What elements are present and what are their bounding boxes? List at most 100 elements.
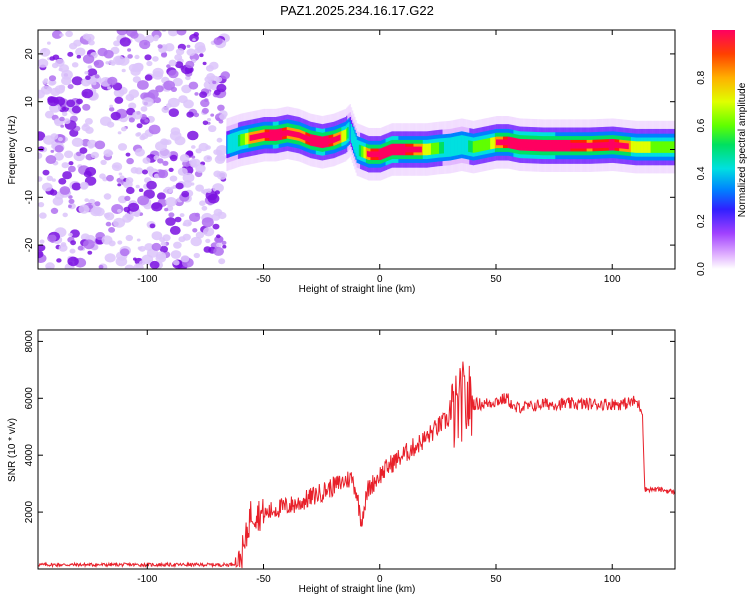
noise-blob [118, 172, 123, 176]
ridge-cell [320, 139, 322, 145]
ridge-cell [413, 146, 415, 153]
ridge-cell [370, 151, 372, 158]
ridge-cell [425, 143, 427, 156]
noise-blob [103, 193, 112, 200]
noise-blob [128, 117, 135, 123]
ridge-cell [472, 141, 475, 153]
ridge-cell [502, 139, 505, 146]
ridge-cell [275, 132, 277, 139]
noise-blob [175, 61, 184, 69]
noise-blob [168, 212, 175, 218]
ridge-cell [255, 133, 257, 140]
ridge-cell [641, 141, 643, 153]
ridge-cell [456, 136, 458, 156]
ridge-cell [233, 132, 235, 152]
noise-blob [199, 91, 208, 98]
ridge-cell [376, 151, 378, 158]
noise-blob [38, 89, 45, 99]
noise-blob [57, 137, 63, 142]
noise-blob [182, 222, 187, 227]
ridge-cell [506, 139, 508, 146]
ridge-cell [487, 138, 490, 150]
noise-blob [135, 132, 141, 137]
noise-blob [42, 169, 50, 176]
ridge-cell [537, 142, 540, 149]
noise-blob [179, 154, 190, 163]
noise-blob [173, 241, 182, 249]
ridge-cell [287, 130, 290, 136]
noise-blob [69, 42, 78, 50]
ridge-cell [258, 133, 261, 139]
noise-blob [68, 195, 73, 199]
noise-blob [216, 145, 228, 155]
ridge-cell [642, 141, 644, 153]
noise-blob [214, 235, 224, 244]
ridge-cell [361, 145, 363, 158]
noise-blob [38, 58, 49, 68]
ridge-cell [248, 132, 250, 144]
noise-blob [218, 119, 224, 124]
ridge-cell [385, 149, 388, 155]
ridge-cell [571, 142, 574, 149]
ridge-cell [479, 139, 482, 152]
y-tick-label: 0 [24, 146, 35, 152]
ridge-cell [304, 134, 306, 141]
y-tick-label: 8000 [24, 330, 35, 353]
colorbar-tick-label: 0.4 [696, 166, 707, 180]
ridge-cell [522, 142, 525, 148]
ridge-cell [291, 130, 293, 137]
noise-blob [39, 212, 47, 219]
ridge-cell [457, 135, 460, 155]
ridge-cell [348, 122, 350, 142]
noise-blob [164, 139, 172, 145]
ridge-cell [473, 141, 476, 153]
ridge-cell [515, 141, 518, 147]
noise-blob [87, 143, 95, 149]
ridge-cell [497, 139, 499, 146]
ridge-cell [257, 133, 260, 140]
colorbar: 0.0 0.2 0.4 0.6 0.8 Normalized spectral ampl… [696, 30, 748, 276]
ridge-cell [655, 141, 657, 153]
ridge-cell [599, 142, 601, 149]
ridge-cell [378, 151, 381, 158]
noise-blob [132, 62, 144, 73]
ridge-cell [436, 142, 439, 154]
noise-blob [125, 152, 131, 157]
noise-blob [82, 103, 91, 111]
ridge-cell [518, 141, 520, 148]
ridge-cell [444, 137, 447, 158]
noise-blob [203, 155, 213, 163]
noise-blob [180, 255, 190, 263]
noise-blob [153, 97, 162, 104]
colorbar-tick-label: 0.0 [696, 262, 707, 276]
noise-blob [155, 85, 164, 93]
noise-blob [107, 76, 118, 86]
ridge-cell [277, 131, 279, 138]
ridge-cell [278, 131, 281, 138]
x-tick-label: 50 [490, 574, 502, 585]
ridge-cell [294, 131, 297, 138]
noise-blob [111, 204, 124, 214]
ridge-cell [600, 142, 603, 149]
ridge-cell [286, 129, 289, 136]
ridge-cell [665, 141, 668, 153]
noise-blob [175, 182, 184, 190]
noise-blob [210, 113, 215, 117]
noise-blob [50, 87, 61, 97]
ridge-cell [450, 137, 453, 157]
ridge-cell [298, 132, 300, 139]
ridge-cell [411, 146, 413, 153]
ridge-cell [396, 146, 398, 153]
noise-blob [75, 47, 86, 57]
ridge-cell [283, 130, 285, 137]
noise-blob [146, 180, 157, 190]
noise-blob [101, 235, 113, 245]
noise-blob [198, 142, 209, 152]
y-tick-label: 2000 [24, 501, 35, 524]
ridge-cell [300, 133, 303, 139]
noise-blob [87, 65, 93, 69]
noise-blob [213, 246, 225, 256]
noise-blob [56, 258, 62, 263]
ridge-cell [362, 146, 364, 158]
noise-blob [168, 69, 179, 79]
